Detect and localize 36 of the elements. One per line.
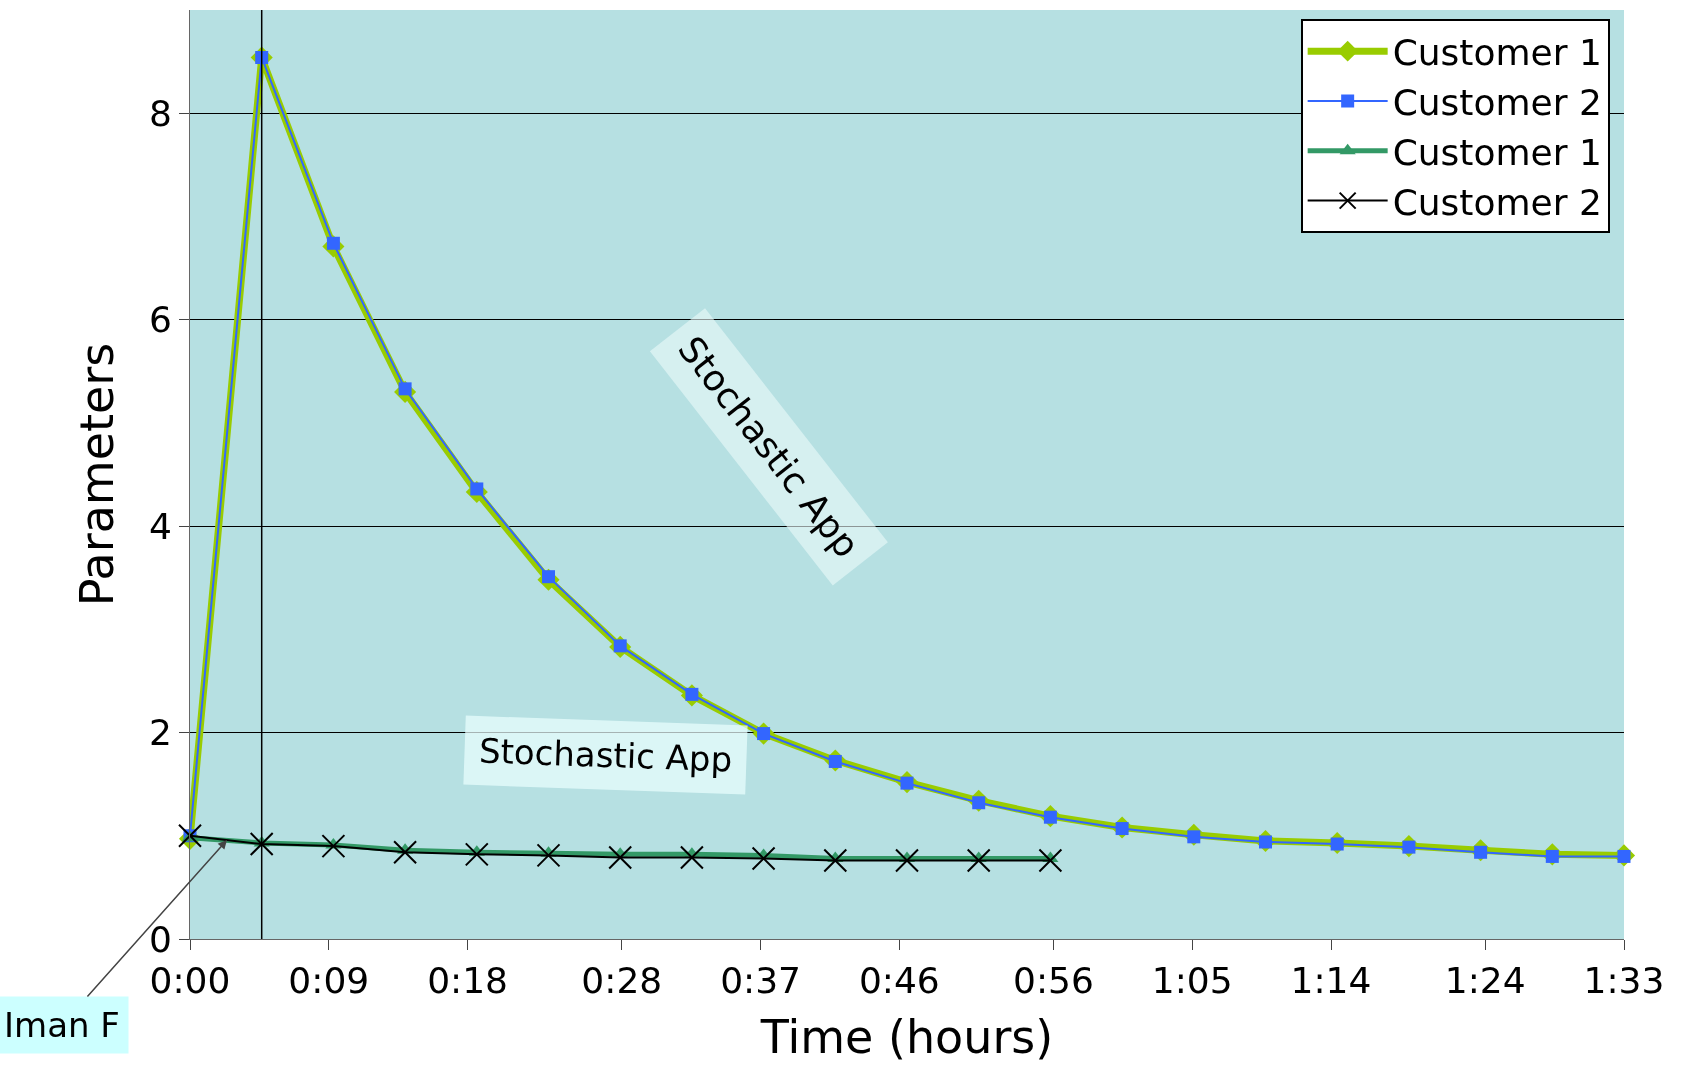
x-tick-label: 0:56 bbox=[1013, 960, 1094, 1002]
point bbox=[895, 848, 919, 873]
point bbox=[249, 832, 274, 857]
x-tick-label: 0:18 bbox=[427, 960, 508, 1002]
legend-label: Customer 1 bbox=[1392, 32, 1602, 74]
point bbox=[823, 848, 848, 873]
x-tick-label: 0:28 bbox=[581, 960, 663, 1002]
y-axis-title: Parameters bbox=[70, 342, 125, 607]
annotation: Stochastic App bbox=[478, 730, 733, 780]
x-tick-label: 0:46 bbox=[858, 960, 940, 1002]
x-tick-label: 1:05 bbox=[1151, 960, 1233, 1002]
point bbox=[464, 842, 489, 867]
point bbox=[393, 840, 418, 865]
point bbox=[751, 846, 776, 871]
point bbox=[321, 834, 346, 859]
legend-label: Customer 1 bbox=[1392, 131, 1602, 173]
point bbox=[608, 845, 633, 870]
y-tick-label: 0 bbox=[148, 918, 172, 960]
legend-label: Customer 2 bbox=[1392, 82, 1602, 124]
x-tick-label: 0:37 bbox=[720, 960, 801, 1002]
y-tick-label: 2 bbox=[148, 712, 172, 754]
x-tick-label: 0:09 bbox=[288, 960, 370, 1002]
point bbox=[679, 845, 704, 870]
point bbox=[536, 843, 561, 868]
x-tick-label: 1:33 bbox=[1583, 960, 1665, 1002]
x-axis-title: Time (hours) bbox=[759, 1009, 1054, 1064]
x-tick-label: 1:14 bbox=[1290, 960, 1372, 1002]
legend-label: Customer 2 bbox=[1392, 181, 1602, 223]
y-tick-label: 4 bbox=[148, 505, 172, 547]
x-tick-label: 1:24 bbox=[1444, 960, 1526, 1002]
y-tick-label: 6 bbox=[148, 299, 172, 341]
y-tick-label: 8 bbox=[148, 92, 172, 134]
x-tick-label: 0:00 bbox=[149, 960, 231, 1002]
point bbox=[1038, 848, 1063, 873]
point bbox=[966, 848, 991, 873]
annotation: Iman F bbox=[4, 1005, 120, 1045]
